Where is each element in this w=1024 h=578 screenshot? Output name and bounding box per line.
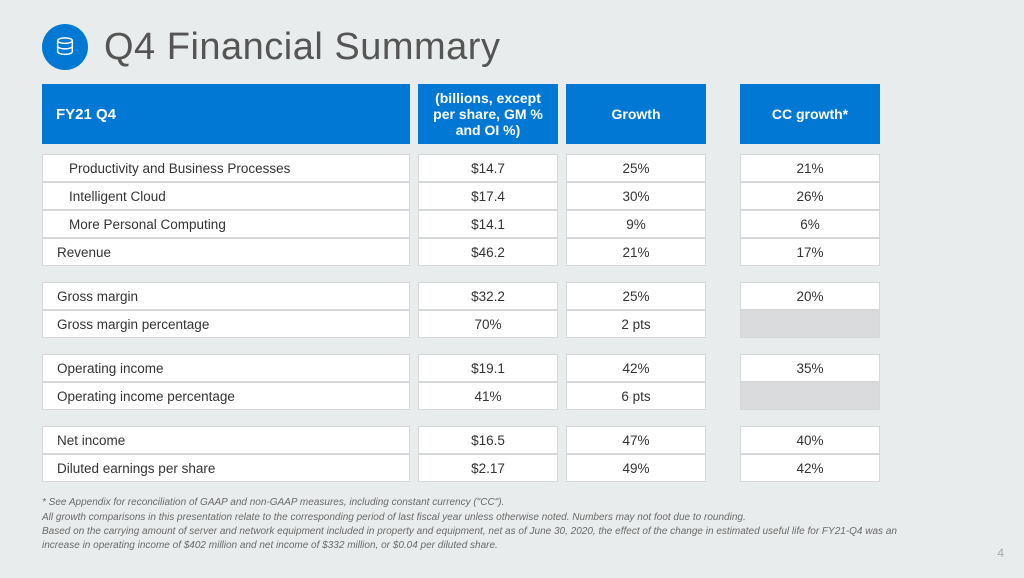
table-row-label: Gross margin percentage [42, 310, 410, 338]
footnote-line: All growth comparisons in this presentat… [42, 511, 922, 525]
column-header-growth: Growth [566, 84, 706, 144]
table-cell-value: 41% [418, 382, 558, 410]
column-header-cc: CC growth* [740, 84, 880, 144]
table-cell-growth: 25% [566, 154, 706, 182]
table-cell-cc: 26% [740, 182, 880, 210]
table-cell-growth: 30% [566, 182, 706, 210]
table-row-label: Revenue [42, 238, 410, 266]
table-row-label: Intelligent Cloud [42, 182, 410, 210]
table-cell-value: $17.4 [418, 182, 558, 210]
page-number: 4 [997, 546, 1004, 560]
table-row-label: Net income [42, 426, 410, 454]
table-cell-growth: 6 pts [566, 382, 706, 410]
table-cell-cc [740, 310, 880, 338]
column-header-value: (billions, except per share, GM % and OI… [418, 84, 558, 144]
table-cell-value: $14.7 [418, 154, 558, 182]
table-cell-value: $2.17 [418, 454, 558, 482]
column-header-label: FY21 Q4 [42, 84, 410, 144]
table-cell-cc: 40% [740, 426, 880, 454]
financial-table: FY21 Q4(billions, except per share, GM %… [42, 84, 982, 482]
table-cell-growth: 49% [566, 454, 706, 482]
footnote-line: * See Appendix for reconciliation of GAA… [42, 496, 922, 510]
table-cell-value: $14.1 [418, 210, 558, 238]
table-cell-cc: 35% [740, 354, 880, 382]
table-cell-cc [740, 382, 880, 410]
table-row-label: Operating income percentage [42, 382, 410, 410]
table-cell-growth: 2 pts [566, 310, 706, 338]
table-cell-growth: 42% [566, 354, 706, 382]
table-cell-growth: 47% [566, 426, 706, 454]
footnotes: * See Appendix for reconciliation of GAA… [42, 496, 922, 552]
table-row-label: Gross margin [42, 282, 410, 310]
page-title: Q4 Financial Summary [104, 26, 500, 69]
table-cell-value: $19.1 [418, 354, 558, 382]
table-cell-value: $16.5 [418, 426, 558, 454]
table-cell-cc: 42% [740, 454, 880, 482]
table-cell-value: 70% [418, 310, 558, 338]
table-cell-cc: 21% [740, 154, 880, 182]
table-cell-growth: 9% [566, 210, 706, 238]
slide-header: Q4 Financial Summary [42, 24, 982, 70]
database-icon [42, 24, 88, 70]
footnote-line: Based on the carrying amount of server a… [42, 525, 922, 552]
table-cell-cc: 17% [740, 238, 880, 266]
table-row-label: Productivity and Business Processes [42, 154, 410, 182]
table-cell-value: $32.2 [418, 282, 558, 310]
table-cell-growth: 21% [566, 238, 706, 266]
table-row-label: Diluted earnings per share [42, 454, 410, 482]
table-row-label: More Personal Computing [42, 210, 410, 238]
table-cell-cc: 6% [740, 210, 880, 238]
table-cell-growth: 25% [566, 282, 706, 310]
table-cell-cc: 20% [740, 282, 880, 310]
table-cell-value: $46.2 [418, 238, 558, 266]
table-row-label: Operating income [42, 354, 410, 382]
